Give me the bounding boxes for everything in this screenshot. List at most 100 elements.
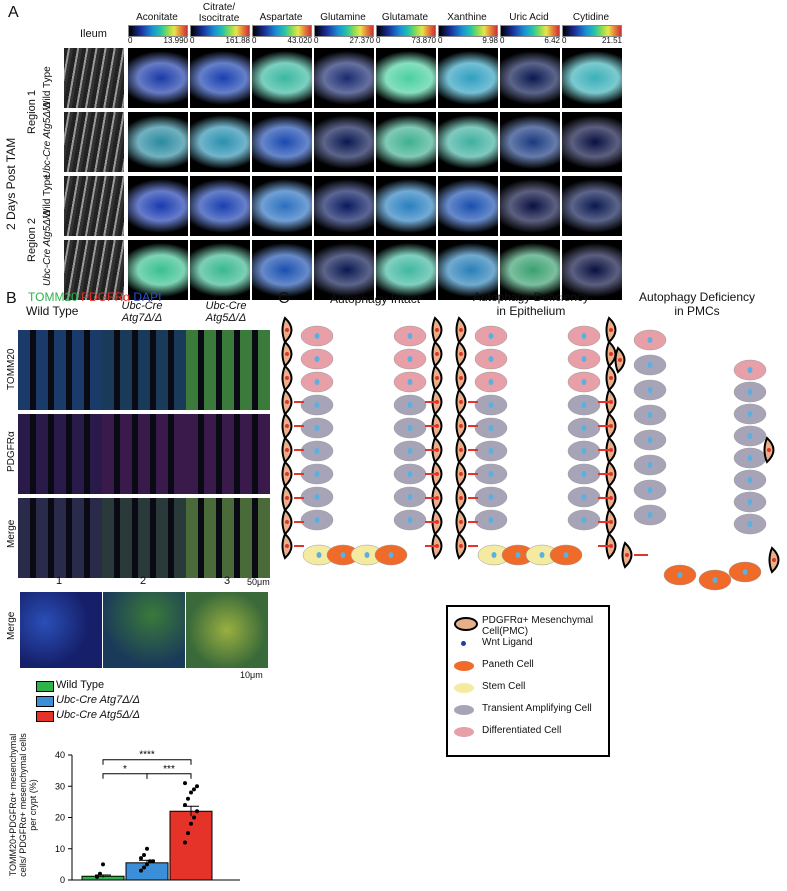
pmc-nucleus <box>285 376 289 380</box>
legend-swatch <box>36 711 54 722</box>
colorbar-min: 0 <box>128 36 133 45</box>
nucleus <box>581 448 587 454</box>
colorbar-max: 6.42 <box>544 36 560 45</box>
pmc-nucleus <box>459 496 463 500</box>
nucleus <box>488 356 494 362</box>
cell-legend-label: Stem Cell <box>482 681 526 692</box>
genotype-label-ko-r2: Ubc-Cre Atg5Δ/Δ <box>42 209 53 286</box>
nucleus <box>407 402 413 408</box>
msi-tile <box>438 48 498 108</box>
msi-tile <box>252 176 312 236</box>
colorbar-min: 0 <box>438 36 443 45</box>
nucleus <box>314 517 320 523</box>
data-point <box>101 862 105 867</box>
panel-a-side-label: 2 Days Post TAM <box>4 137 18 230</box>
significance-label: *** <box>163 764 175 775</box>
pmc-nucleus <box>285 520 289 524</box>
cell-legend-label: PDGFRα+ Mesenchymal Cell(PMC) <box>482 615 594 637</box>
metabolite-name: Cytidine <box>572 12 610 23</box>
colorbar-max: 43.020 <box>287 36 312 45</box>
data-point <box>95 874 99 879</box>
msi-tile <box>314 48 374 108</box>
data-point <box>183 781 187 786</box>
region-2-label: Region 2 <box>26 217 38 262</box>
colorbar-min: 0 <box>562 36 567 45</box>
pmc-nucleus <box>285 328 289 332</box>
msi-tile <box>190 112 250 172</box>
metabolite-name: Glutamate <box>381 12 429 23</box>
y-tick-label: 20 <box>55 813 65 823</box>
cell-legend-label: Transient Amplifying Cell <box>482 703 592 714</box>
title-intact: Autophagy Intact <box>330 292 421 306</box>
col-atg7: Ubc-Cre Atg7Δ/Δ <box>121 300 163 324</box>
pmc-nucleus <box>435 328 439 332</box>
nucleus <box>581 356 587 362</box>
data-point <box>192 815 196 820</box>
cell-legend-swatch <box>461 641 466 646</box>
nucleus <box>314 425 320 431</box>
cell-legend-label: Paneth Cell <box>482 659 534 670</box>
pmc-nucleus <box>459 424 463 428</box>
nucleus <box>647 337 653 343</box>
cell-legend-swatch <box>454 727 474 737</box>
tomm20-stain: TOMM20 <box>28 290 78 304</box>
data-point <box>145 862 149 867</box>
region-1-label: Region 1 <box>26 89 38 134</box>
pmc-nucleus <box>285 496 289 500</box>
fluorescence-tile <box>18 498 102 578</box>
pmc-nucleus <box>459 376 463 380</box>
nucleus <box>647 487 653 493</box>
metabolite-name: Uric Acid <box>509 12 549 23</box>
msi-tile <box>562 176 622 236</box>
colorbar-max: 13.990 <box>163 36 188 45</box>
nucleus <box>747 411 753 417</box>
nucleus <box>712 577 718 583</box>
msi-tile <box>128 48 188 108</box>
pmc-nucleus <box>285 424 289 428</box>
nucleus <box>488 517 494 523</box>
cell-type-legend: PDGFRα+ Mesenchymal Cell(PMC) Wnt Ligand P… <box>446 605 610 757</box>
row-pdgfra: PDGFRα <box>6 431 17 472</box>
pmc-nucleus <box>459 448 463 452</box>
colorbar-min: 0 <box>500 36 505 45</box>
fluorescence-tile <box>102 330 186 410</box>
data-point <box>183 803 187 807</box>
colorbar-max: 27.370 <box>349 36 374 45</box>
nucleus <box>407 517 413 523</box>
ileum-column-title: Ileum <box>80 28 107 40</box>
cell-legend-swatch <box>454 661 474 671</box>
nucleus <box>581 402 587 408</box>
nucleus <box>647 387 653 393</box>
msi-tile <box>190 176 250 236</box>
nucleus <box>314 379 320 385</box>
nucleus <box>539 552 545 558</box>
nucleus <box>407 448 413 454</box>
colorbar <box>190 25 250 37</box>
nucleus <box>647 412 653 418</box>
msi-tile <box>252 112 312 172</box>
nucleus <box>647 362 653 368</box>
msi-tile <box>128 176 188 236</box>
zoom-tile-1 <box>20 592 102 668</box>
nucleus <box>407 471 413 477</box>
nucleus <box>747 433 753 439</box>
pmc-nucleus <box>609 352 613 356</box>
y-tick-label: 10 <box>55 844 65 854</box>
data-point <box>145 846 149 851</box>
legend-label: Ubc-Cre Atg5Δ/Δ <box>56 709 141 721</box>
legend-label: Ubc-Cre Atg7Δ/Δ <box>56 694 141 706</box>
data-point <box>192 787 196 792</box>
pmc-nucleus <box>459 352 463 356</box>
nucleus <box>314 471 320 477</box>
ileum-image <box>64 240 124 300</box>
box-number-3: 3 <box>224 575 231 587</box>
msi-tile <box>314 240 374 300</box>
colorbar <box>314 25 374 37</box>
msi-tile <box>376 240 436 300</box>
nucleus <box>488 494 494 500</box>
colorbar <box>438 25 498 37</box>
ileum-image <box>64 112 124 172</box>
colorbar <box>376 25 436 37</box>
nucleus <box>314 494 320 500</box>
fluorescence-tile <box>18 330 102 410</box>
